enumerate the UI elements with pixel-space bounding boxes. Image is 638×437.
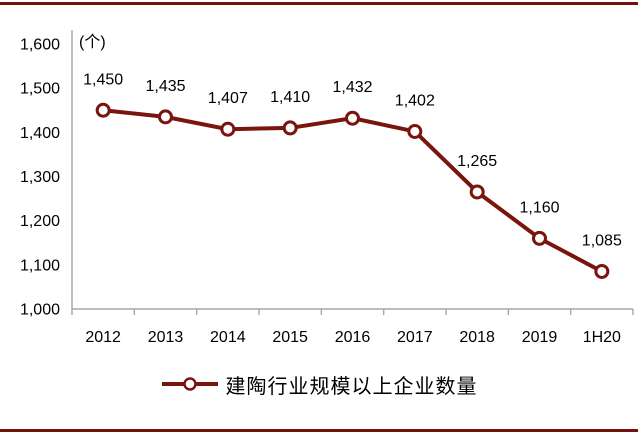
data-point-marker xyxy=(282,120,298,136)
x-tick-label: 2019 xyxy=(522,329,558,346)
data-point-marker xyxy=(158,109,173,125)
data-point-marker xyxy=(220,121,236,137)
x-tick-label: 2012 xyxy=(85,329,121,346)
legend-label: 建陶行业规模以上企业数量 xyxy=(225,373,478,398)
y-tick-label: 1,200 xyxy=(20,213,60,230)
x-tick-label: 2015 xyxy=(272,329,308,346)
x-tick-label: 2016 xyxy=(335,329,371,346)
x-tick-label: 2013 xyxy=(148,329,184,346)
data-label: 1,432 xyxy=(332,79,372,96)
y-tick-label: 1,000 xyxy=(20,302,60,319)
data-point-marker xyxy=(407,123,423,139)
data-point-marker xyxy=(594,263,610,279)
y-tick-label: 1,500 xyxy=(20,81,60,98)
x-tick-label: 1H20 xyxy=(583,329,621,346)
series-line xyxy=(102,108,603,274)
x-tick-label: 2018 xyxy=(459,329,495,346)
y-tick-label: 1,600 xyxy=(20,37,60,54)
line-chart: 1,000 1,100 1,200 1,300 1,400 1,500 1,600 (个) 20… xyxy=(20,30,634,346)
y-tick-label: 1,100 xyxy=(20,257,60,274)
data-point-marker xyxy=(345,110,360,126)
data-label: 1,160 xyxy=(519,199,559,216)
bottom-rule xyxy=(0,429,638,432)
data-point-marker xyxy=(95,102,111,118)
legend-circle xyxy=(182,377,197,391)
data-label: 1,450 xyxy=(83,71,123,88)
y-tick-label: 1,400 xyxy=(20,125,60,142)
legend: 建陶行业规模以上企业数量 xyxy=(0,371,638,398)
legend-line-marker-icon xyxy=(161,377,218,391)
data-point-marker xyxy=(469,184,485,200)
data-label: 1,407 xyxy=(208,90,248,107)
x-tick-label: 2017 xyxy=(397,329,433,346)
unit-label: (个) xyxy=(79,33,106,51)
data-label: 1,402 xyxy=(395,92,435,109)
y-tick-label: 1,300 xyxy=(20,169,60,186)
data-label: 1,085 xyxy=(582,232,622,249)
data-point-marker xyxy=(532,230,547,246)
data-label: 1,435 xyxy=(145,78,185,95)
data-label: 1,410 xyxy=(270,89,310,106)
x-tick-label: 2014 xyxy=(210,329,246,346)
data-label: 1,265 xyxy=(457,153,497,170)
top-rule xyxy=(0,2,638,5)
